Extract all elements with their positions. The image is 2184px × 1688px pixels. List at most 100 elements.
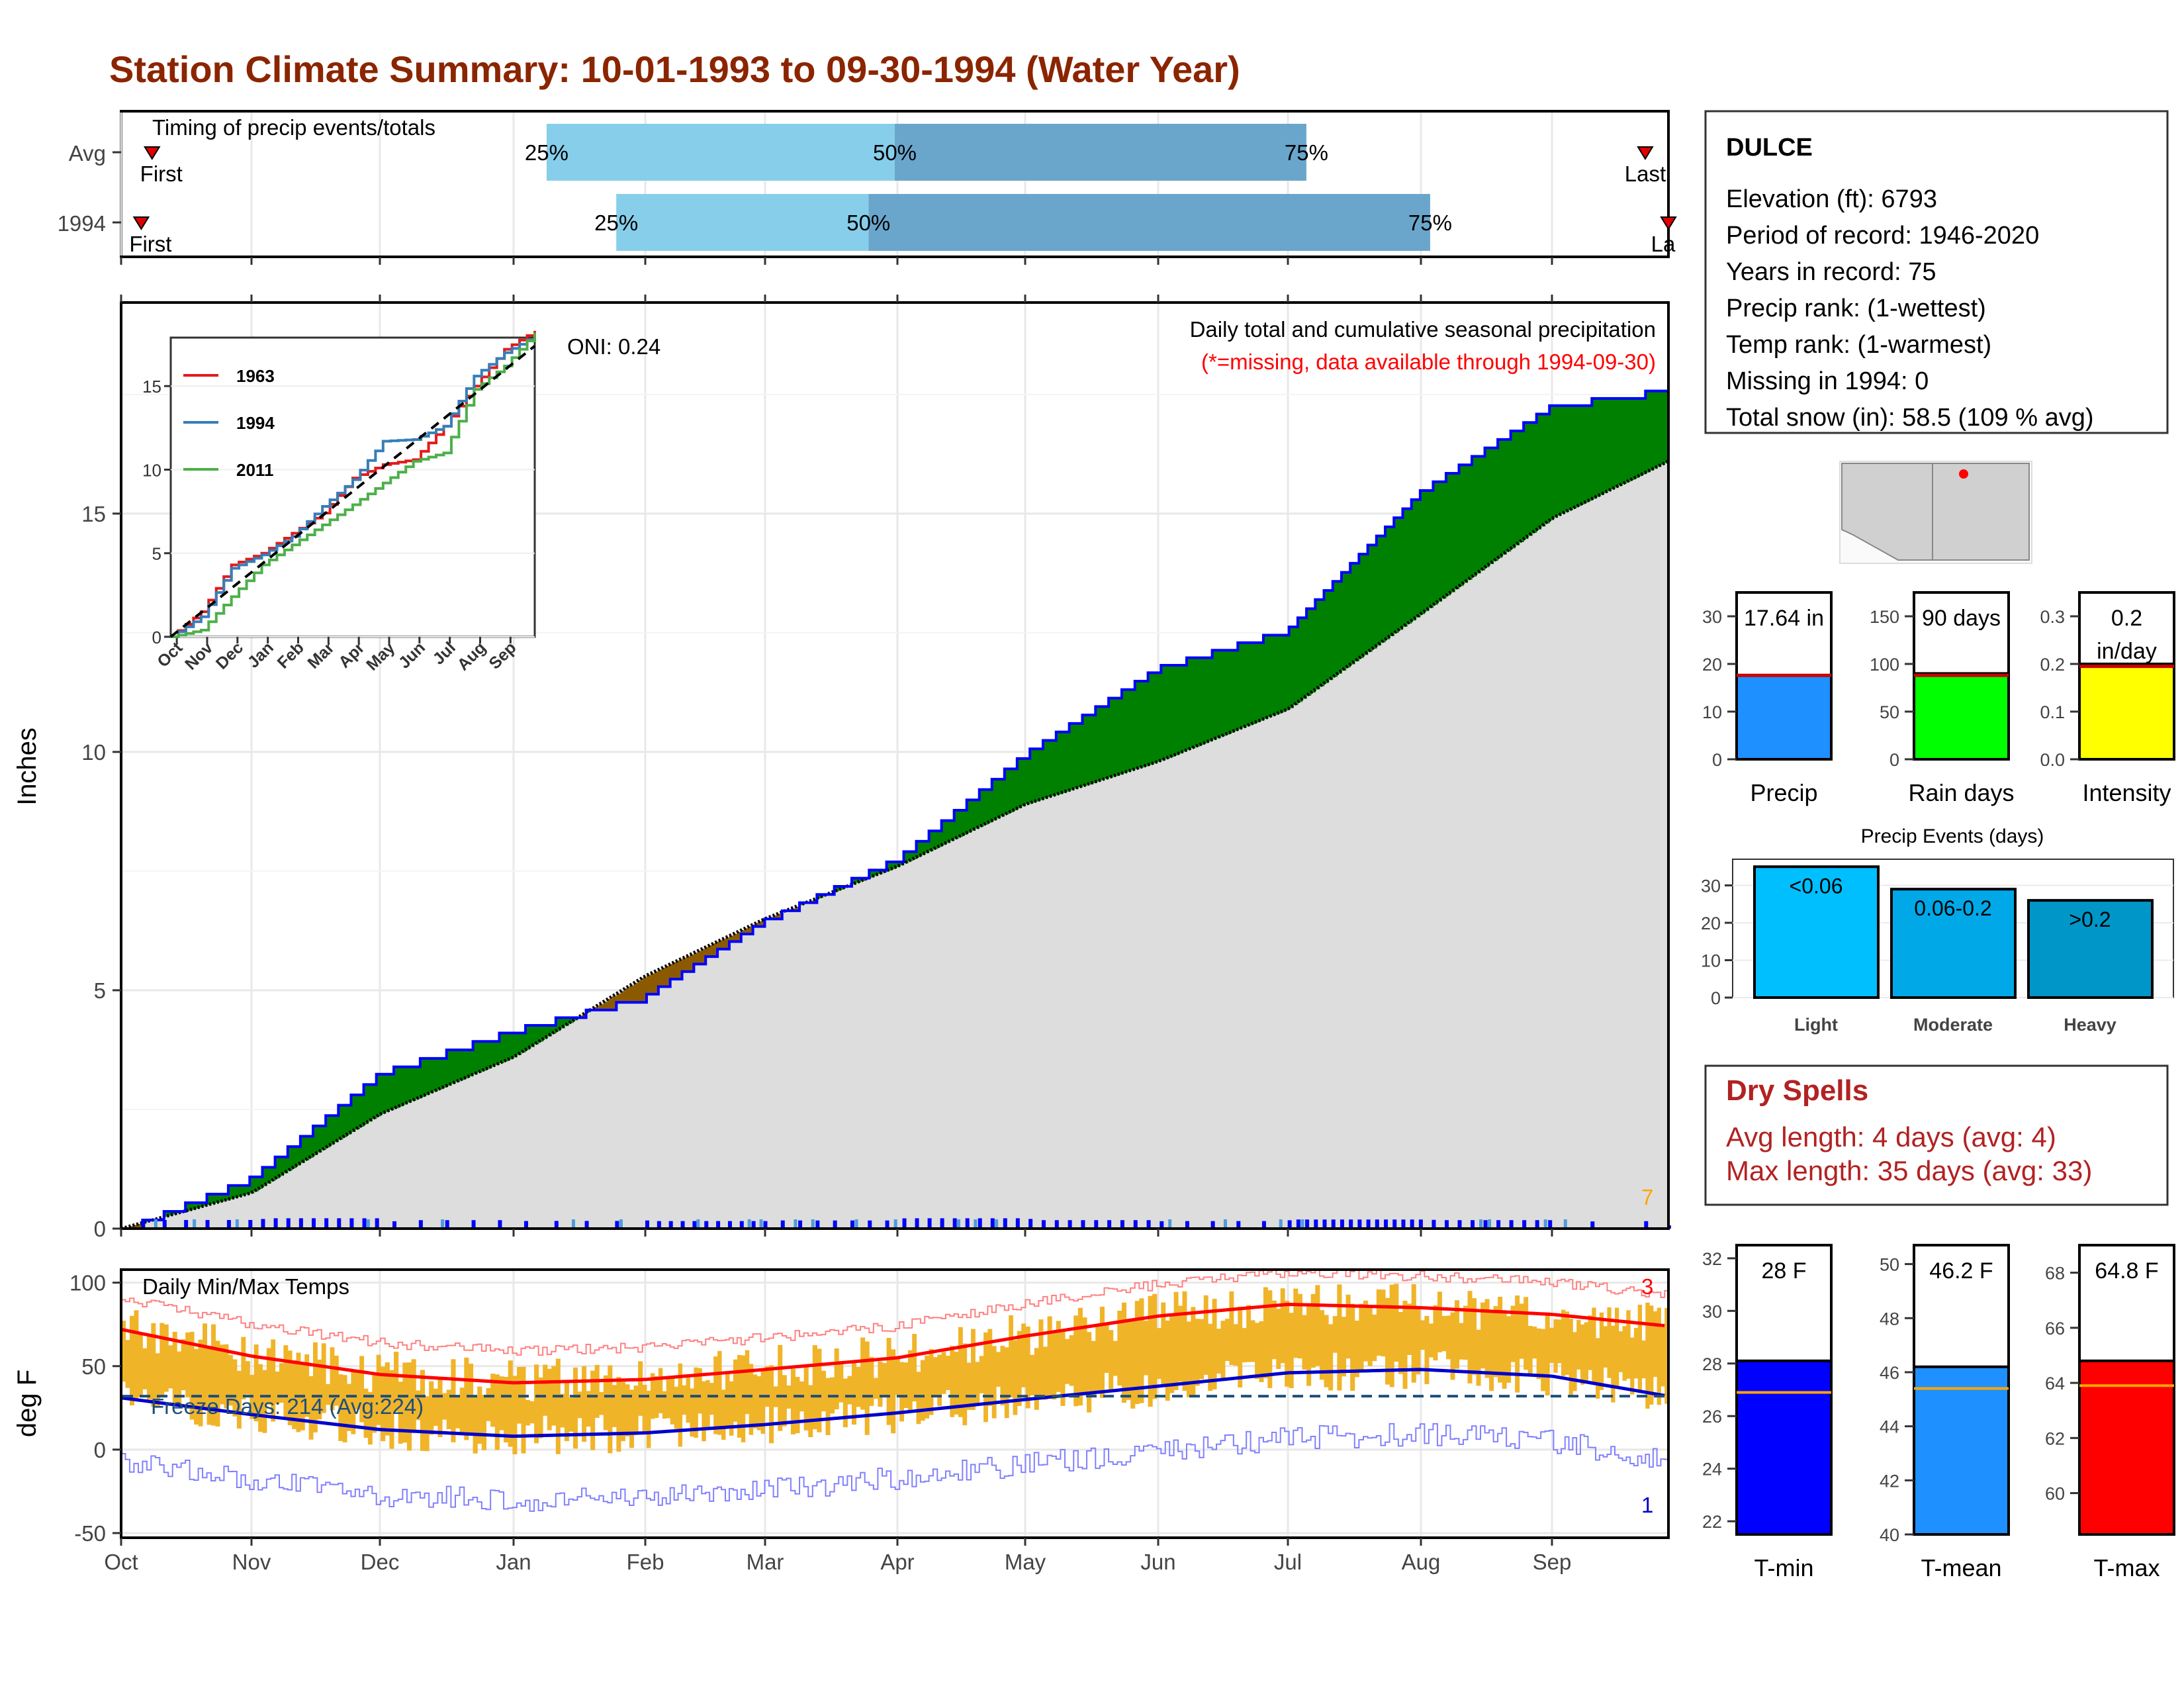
daily-temp-range-bar [741,1355,746,1442]
above-average-area [451,1050,456,1084]
above-average-area [185,1202,191,1211]
daily-temp-range-bar [1195,1319,1200,1386]
above-average-area [330,1115,335,1145]
station-info-line: Missing in 1994: 0 [1726,367,1929,395]
summary-y-tick-label: 28 [1702,1354,1722,1374]
inset-legend-label: 2011 [236,460,273,480]
daily-temp-range-bar [958,1327,963,1417]
daily-temp-range-bar [983,1332,988,1423]
above-average-area [1588,405,1592,501]
precip-corner-count: 7 [1641,1185,1653,1209]
daily-temp-range-bar [464,1357,469,1440]
above-average-area [1280,635,1285,712]
temp-y-tick-label: -50 [74,1521,106,1546]
above-average-area [1073,723,1079,789]
above-average-area [954,810,959,839]
daily-temp-range-bar [1099,1307,1105,1398]
daily-precip-bar [392,1221,397,1229]
month-label: Nov [232,1550,271,1574]
above-average-area [1025,758,1030,804]
daily-temp-range-bar [975,1362,980,1404]
last-event-marker [1637,146,1654,160]
above-average-area [895,862,900,868]
daily-temp-range-bar [1191,1307,1196,1395]
station-info-box: DULCE Elevation (ft): 6793 Period of reco… [1704,110,2169,434]
first-event-label: First [129,232,171,256]
daily-temp-range-bar [266,1348,271,1405]
above-average-area [891,862,896,869]
daily-temp-range-bar [599,1391,604,1415]
daily-temp-range-bar [1622,1326,1627,1381]
daily-temp-range-bar [950,1346,955,1417]
daily-temp-range-bar [1056,1321,1061,1392]
daily-temp-range-bar [1437,1291,1442,1352]
below-average-area [582,1015,587,1018]
daily-temp-range-bar [376,1354,381,1425]
daily-precip-bar [1471,1220,1475,1229]
above-average-area [851,878,857,885]
daily-temp-range-bar [1069,1335,1074,1386]
daily-temp-range-bar [1302,1315,1307,1370]
above-average-area [266,1167,271,1184]
daily-temp-range-bar [878,1361,883,1407]
above-average-area [211,1194,216,1204]
precip-y-tick-label: 15 [81,502,106,526]
daily-precip-bar [668,1221,673,1229]
record-high-line [121,1268,1668,1356]
above-average-area [308,1136,314,1158]
daily-temp-range-bar [1645,1302,1650,1409]
daily-temp-range-bar [437,1377,443,1437]
daily-temp-range-bar [151,1323,156,1407]
daily-precip-bar [418,1220,423,1229]
timing-75-label: 75% [1408,211,1452,235]
daily-temp-range-bar [733,1359,738,1422]
daily-temp-range-bar [521,1366,526,1454]
daily-temp-range-bar [1565,1311,1570,1375]
daily-temp-range-bar [642,1384,647,1432]
daily-precip-bar [739,1221,744,1229]
above-average-area [1152,673,1158,764]
above-average-area [1212,650,1217,740]
above-average-area [1203,657,1208,743]
daily-temp-range-bar [778,1344,783,1431]
daily-temp-range-bar [1152,1293,1158,1399]
summary-y-tick-label: 20 [1702,655,1722,675]
above-average-area [203,1202,208,1207]
above-average-area [1246,642,1251,726]
daily-temp-range-bar [795,1376,800,1434]
daily-precip-bar [1522,1220,1527,1229]
events-y-tick-label: 10 [1701,951,1721,971]
summary-bar [2078,663,2175,761]
temp-top-count: 3 [1641,1274,1653,1299]
above-average-area [1433,481,1438,605]
summary-bar-label: Precip [1750,779,1817,806]
above-average-area [1416,499,1421,618]
daily-precip-bar [965,1218,970,1229]
daily-precip-bar [1146,1220,1151,1229]
summary-y-tick-label: 0.3 [2040,607,2065,627]
above-average-area [1653,391,1658,469]
above-average-area [1394,518,1399,633]
daily-temp-range-bar [330,1347,335,1411]
freeze-days: Freeze Days: 214 (Avg:224) [151,1394,424,1419]
above-average-area [958,810,963,837]
daily-temp-range-bar [1454,1300,1460,1369]
precip-event-value-label: >0.2 [2069,908,2111,931]
daily-temp-range-bar [586,1391,591,1427]
above-average-area [1091,715,1096,783]
timing-bar-second-half [868,194,1430,251]
below-average-area [662,968,667,987]
above-average-area [389,1074,394,1111]
daily-temp-range-bar [253,1344,259,1422]
daily-temp-range-bar [1199,1319,1205,1380]
summary-bar-label: Intensity [2082,779,2171,806]
daily-temp-range-bar [416,1390,421,1421]
above-average-area [1220,650,1226,737]
summary-value-label: in/day [2097,639,2157,664]
above-average-area [1332,581,1338,677]
daily-temp-range-bar [1025,1326,1030,1409]
temp-y-axis-label: deg F [13,1370,42,1437]
daily-temp-range-bar [1095,1325,1101,1391]
summary-bar-label: Rain days [1908,779,2014,806]
